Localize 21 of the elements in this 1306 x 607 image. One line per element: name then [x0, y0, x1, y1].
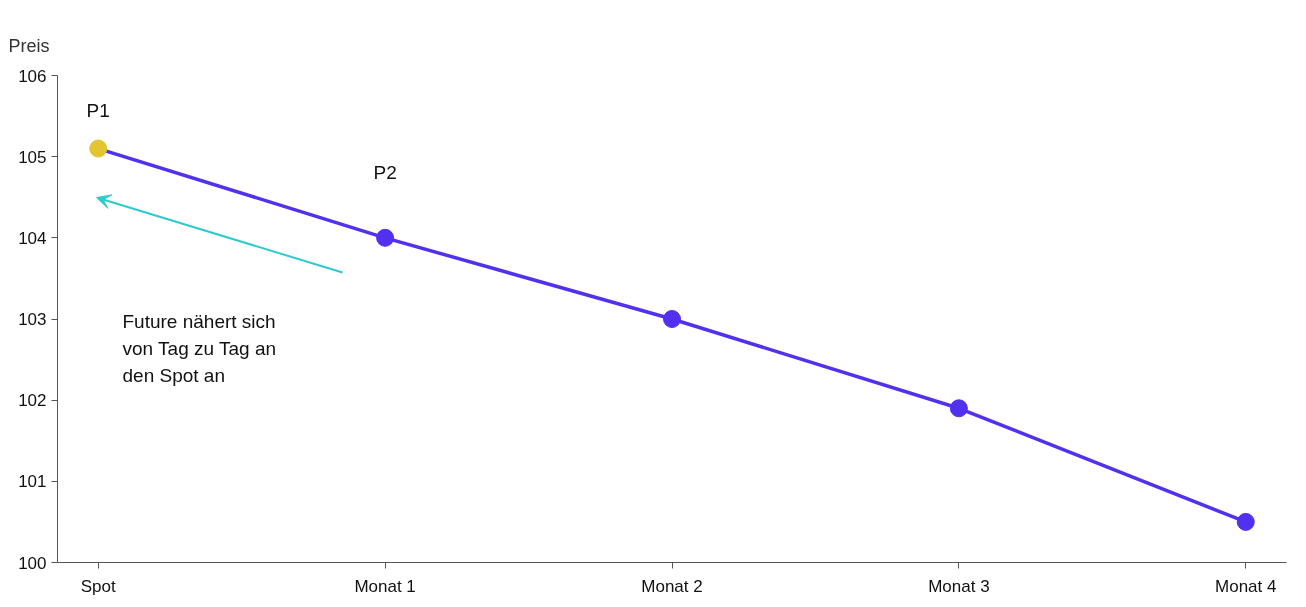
annotation: P1: [86, 99, 110, 121]
y-tick-label: 105: [18, 147, 47, 167]
y-tick-label: 106: [18, 66, 47, 86]
x-tick-label: Monat 3: [928, 576, 990, 596]
y-tick-label: 104: [18, 228, 47, 248]
y-tick-label: 101: [18, 472, 47, 492]
x-tick-label: Monat 1: [354, 576, 416, 596]
x-tick-label: Spot: [80, 576, 116, 596]
annotation: Future nähert sich von Tag zu Tag an den Spot an: [122, 310, 277, 387]
point: [376, 228, 395, 247]
y-tick-label: 100: [18, 553, 47, 573]
x-tick-label: Monat 4: [1215, 576, 1277, 596]
y-tick-label: 102: [18, 391, 47, 411]
x-tick-label: Monat 2: [641, 576, 703, 596]
point: [949, 399, 968, 418]
point: [663, 310, 681, 328]
point: [89, 139, 108, 158]
y-axis-title: Preis: [8, 35, 50, 56]
point: [1236, 512, 1255, 531]
annotation: P2: [373, 161, 397, 183]
y-tick-label: 103: [18, 310, 47, 329]
